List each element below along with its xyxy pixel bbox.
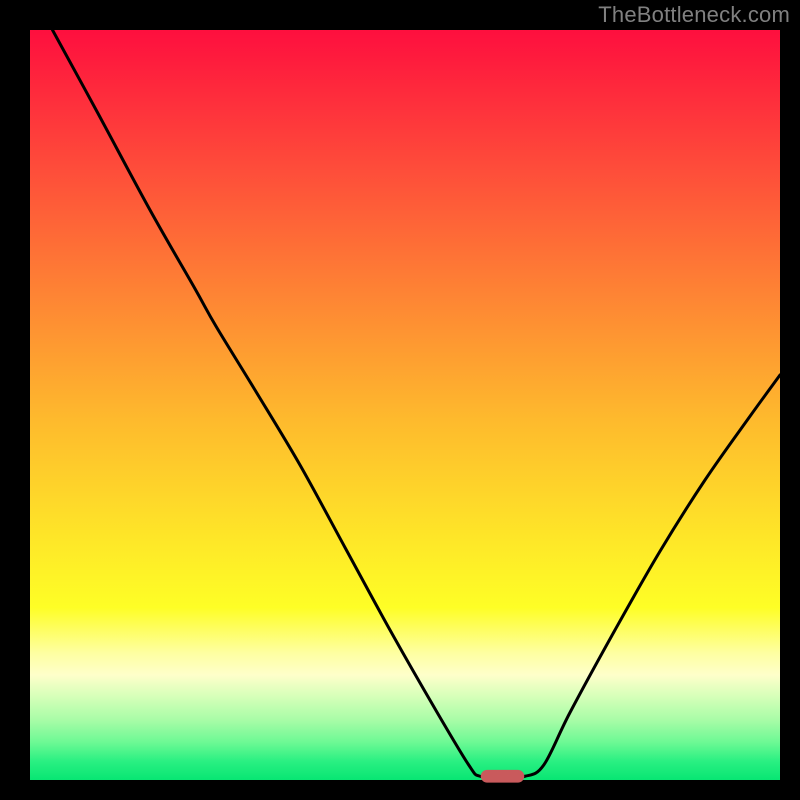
- bottleneck-chart: [0, 0, 800, 800]
- optimal-marker: [481, 770, 525, 783]
- chart-background: [30, 30, 780, 780]
- chart-frame: TheBottleneck.com: [0, 0, 800, 800]
- watermark-text: TheBottleneck.com: [598, 2, 790, 28]
